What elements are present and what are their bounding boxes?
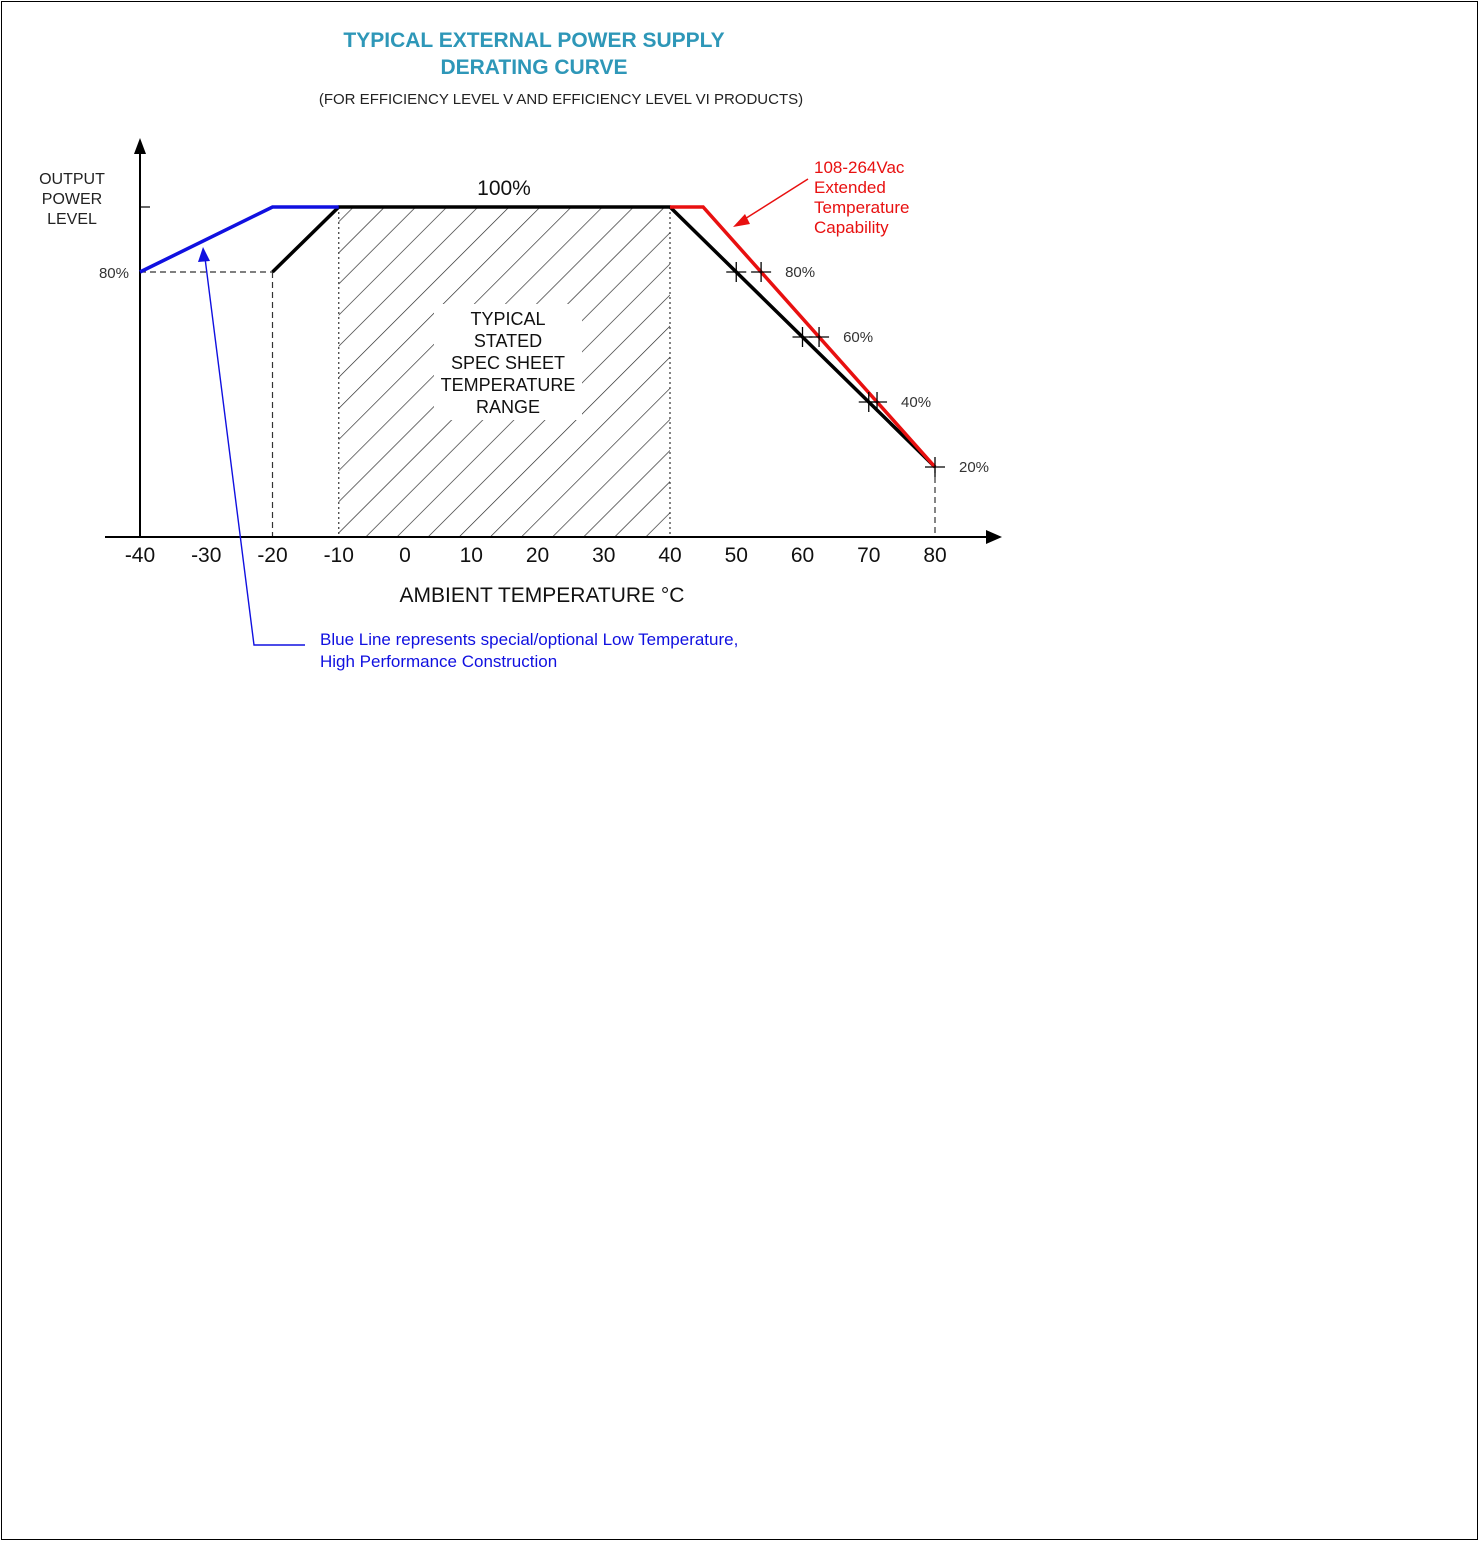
extended-note-arrow-shaft <box>739 178 809 223</box>
x-tick-label: -40 <box>125 544 155 567</box>
derating-markers: 80% 60% 40% 20% <box>726 262 989 477</box>
marker-label-60: 60% <box>843 329 873 346</box>
y-label-80: 80% <box>99 265 129 282</box>
x-tick-label: 10 <box>460 544 483 567</box>
extended-note-line-4: Capability <box>814 218 889 237</box>
x-tick-label: 30 <box>592 544 615 567</box>
x-axis-arrow <box>986 530 1002 544</box>
spec-range-label-mask <box>434 304 582 420</box>
x-tick-label: -20 <box>257 544 287 567</box>
series-extended-line <box>670 205 937 469</box>
x-tick-label: 70 <box>857 544 880 567</box>
extended-note-line-2: Extended <box>814 178 886 197</box>
chart-title-line-2: DERATING CURVE <box>440 56 627 79</box>
x-tick-labels: -40 -30 -20 -10 0 10 20 30 40 50 60 70 80 <box>125 544 947 567</box>
series-low-temp-line <box>139 205 339 274</box>
chart-title-line-1: TYPICAL EXTERNAL POWER SUPPLY <box>343 29 724 52</box>
marker-label-80: 80% <box>785 264 815 281</box>
extended-note-line-1: 108-264Vac <box>814 158 905 177</box>
chart-subtitle: (FOR EFFICIENCY LEVEL V AND EFFICIENCY L… <box>319 91 803 108</box>
range-label-line-5: RANGE <box>476 397 540 417</box>
x-tick-label: -30 <box>191 544 221 567</box>
marker-label-40: 40% <box>901 394 931 411</box>
y-axis-arrow <box>134 138 146 154</box>
x-axis-label: AMBIENT TEMPERATURE °C <box>400 584 685 607</box>
x-tick-label: 60 <box>791 544 814 567</box>
blue-note-leader <box>204 257 305 646</box>
range-label-line-4: TEMPERATURE <box>441 375 576 395</box>
ylabel-line-2: POWER <box>42 191 102 208</box>
ylabel-line-1: OUTPUT <box>39 171 105 188</box>
range-label-line-1: TYPICAL <box>470 309 545 329</box>
x-tick-label: 50 <box>725 544 748 567</box>
x-tick-label: 0 <box>399 544 411 567</box>
x-tick-label: 20 <box>526 544 549 567</box>
marker-label-20: 20% <box>959 459 989 476</box>
blue-note-line-2: High Performance Construction <box>320 652 557 671</box>
x-tick-label: -10 <box>324 544 354 567</box>
ylabel-line-3: LEVEL <box>47 211 97 228</box>
range-label-line-2: STATED <box>474 331 542 351</box>
x-tick-label: 40 <box>658 544 681 567</box>
blue-note-arrow-head <box>198 247 210 262</box>
label-100-percent: 100% <box>477 177 531 200</box>
blue-note-line-1: Blue Line represents special/optional Lo… <box>320 630 738 649</box>
extended-note-line-3: Temperature <box>814 198 909 217</box>
x-tick-label: 80 <box>923 544 946 567</box>
range-label-line-3: SPEC SHEET <box>451 353 565 373</box>
extended-note-arrow-head <box>733 214 750 227</box>
